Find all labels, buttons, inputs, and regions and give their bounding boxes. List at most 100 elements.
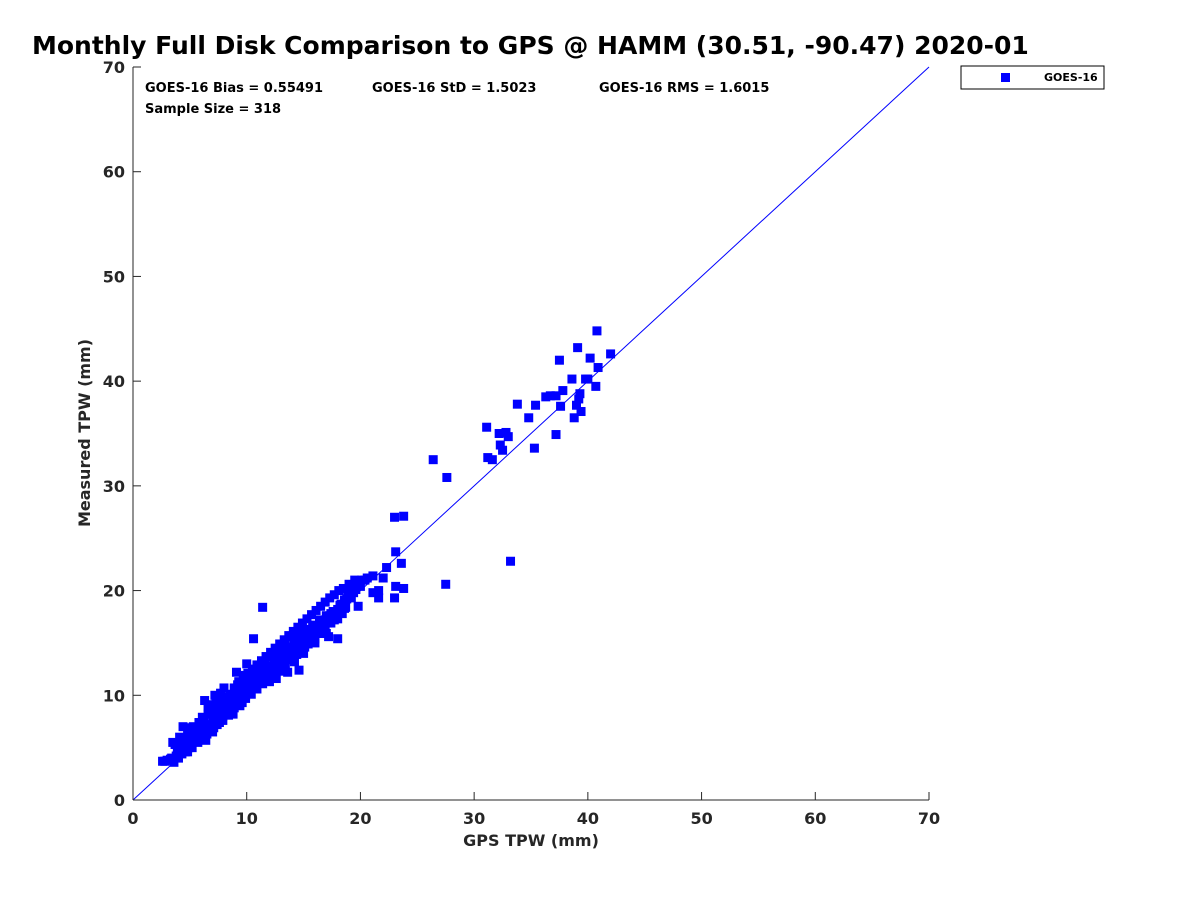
data-point: [184, 723, 194, 733]
x-tick-label: 40: [577, 809, 599, 828]
std-stat: GOES-16 StD = 1.5023: [372, 81, 536, 96]
data-point: [186, 740, 196, 750]
data-point: [335, 600, 345, 610]
data-point: [239, 674, 249, 684]
data-point: [247, 664, 257, 674]
data-point: [483, 453, 493, 463]
data-point: [253, 667, 263, 677]
data-point: [487, 455, 497, 465]
data-point: [292, 639, 302, 649]
legend: GOES-16: [960, 65, 1105, 90]
data-point: [178, 722, 188, 732]
data-point: [338, 583, 348, 593]
data-point: [575, 389, 585, 399]
data-point: [591, 381, 601, 391]
data-point: [231, 667, 241, 677]
x-tick-label: 50: [690, 809, 712, 828]
data-point: [326, 618, 336, 628]
data-point: [374, 593, 384, 603]
y-tick-label: 70: [103, 58, 125, 77]
data-point: [585, 353, 595, 363]
data-point: [583, 374, 593, 384]
data-point: [495, 440, 505, 450]
data-point: [342, 594, 352, 604]
data-point: [307, 610, 317, 620]
data-point: [378, 573, 388, 583]
data-point: [545, 391, 555, 401]
data-point: [271, 657, 281, 667]
data-point: [271, 674, 281, 684]
y-tick-label: 10: [103, 686, 125, 705]
data-point: [390, 512, 400, 522]
x-tick-label: 30: [463, 809, 485, 828]
x-tick-label: 70: [918, 809, 940, 828]
y-axis-label: Measured TPW (mm): [75, 339, 94, 527]
data-point: [208, 727, 218, 737]
data-point: [278, 655, 288, 665]
data-point: [554, 355, 564, 365]
data-point: [297, 618, 307, 628]
data-point: [374, 586, 384, 596]
data-point: [319, 616, 329, 626]
data-point: [299, 633, 309, 643]
data-point: [275, 639, 285, 649]
x-tick-label: 10: [236, 809, 258, 828]
data-point: [310, 638, 320, 648]
data-point: [512, 399, 522, 409]
x-tick-label: 60: [804, 809, 826, 828]
data-point: [337, 609, 347, 619]
data-point: [326, 611, 336, 621]
data-point: [285, 644, 295, 654]
data-point: [217, 696, 227, 706]
x-tick-label: 0: [127, 809, 138, 828]
data-point: [606, 349, 616, 359]
data-point: [551, 430, 561, 440]
data-point: [593, 363, 603, 373]
data-point: [188, 722, 198, 732]
data-point: [314, 615, 324, 625]
data-point: [226, 697, 236, 707]
data-point: [293, 622, 303, 632]
y-tick-label: 20: [103, 582, 125, 601]
data-point: [353, 601, 363, 611]
y-tick-label: 50: [103, 267, 125, 286]
data-point: [200, 696, 210, 706]
data-point: [303, 639, 313, 649]
data-point: [529, 443, 539, 453]
data-point: [183, 747, 193, 757]
data-point: [236, 691, 246, 701]
data-point: [202, 729, 212, 739]
data-point: [541, 392, 551, 402]
data-point: [233, 680, 243, 690]
data-point: [567, 374, 577, 384]
data-point: [289, 657, 299, 667]
legend-marker: [1001, 73, 1010, 82]
data-point: [390, 593, 400, 603]
data-point: [344, 579, 354, 589]
data-point: [325, 593, 335, 603]
data-point: [264, 663, 274, 673]
legend-label: GOES-16: [1044, 71, 1098, 84]
data-point: [334, 586, 344, 596]
data-point: [382, 563, 392, 573]
data-point: [288, 626, 298, 636]
data-point: [264, 677, 274, 687]
y-tick-label: 60: [103, 163, 125, 182]
data-point: [333, 634, 343, 644]
x-tick-label: 20: [349, 809, 371, 828]
data-point: [249, 634, 259, 644]
data-point: [574, 394, 584, 404]
data-point: [573, 343, 583, 353]
data-point: [228, 709, 238, 719]
data-point: [312, 621, 322, 631]
data-point: [194, 733, 204, 743]
data-point: [246, 670, 256, 680]
data-point: [258, 668, 268, 678]
data-point: [396, 558, 406, 568]
data-point: [242, 659, 252, 669]
data-point: [160, 756, 170, 766]
data-point: [260, 659, 270, 669]
data-point: [308, 620, 318, 630]
data-point: [294, 629, 304, 639]
